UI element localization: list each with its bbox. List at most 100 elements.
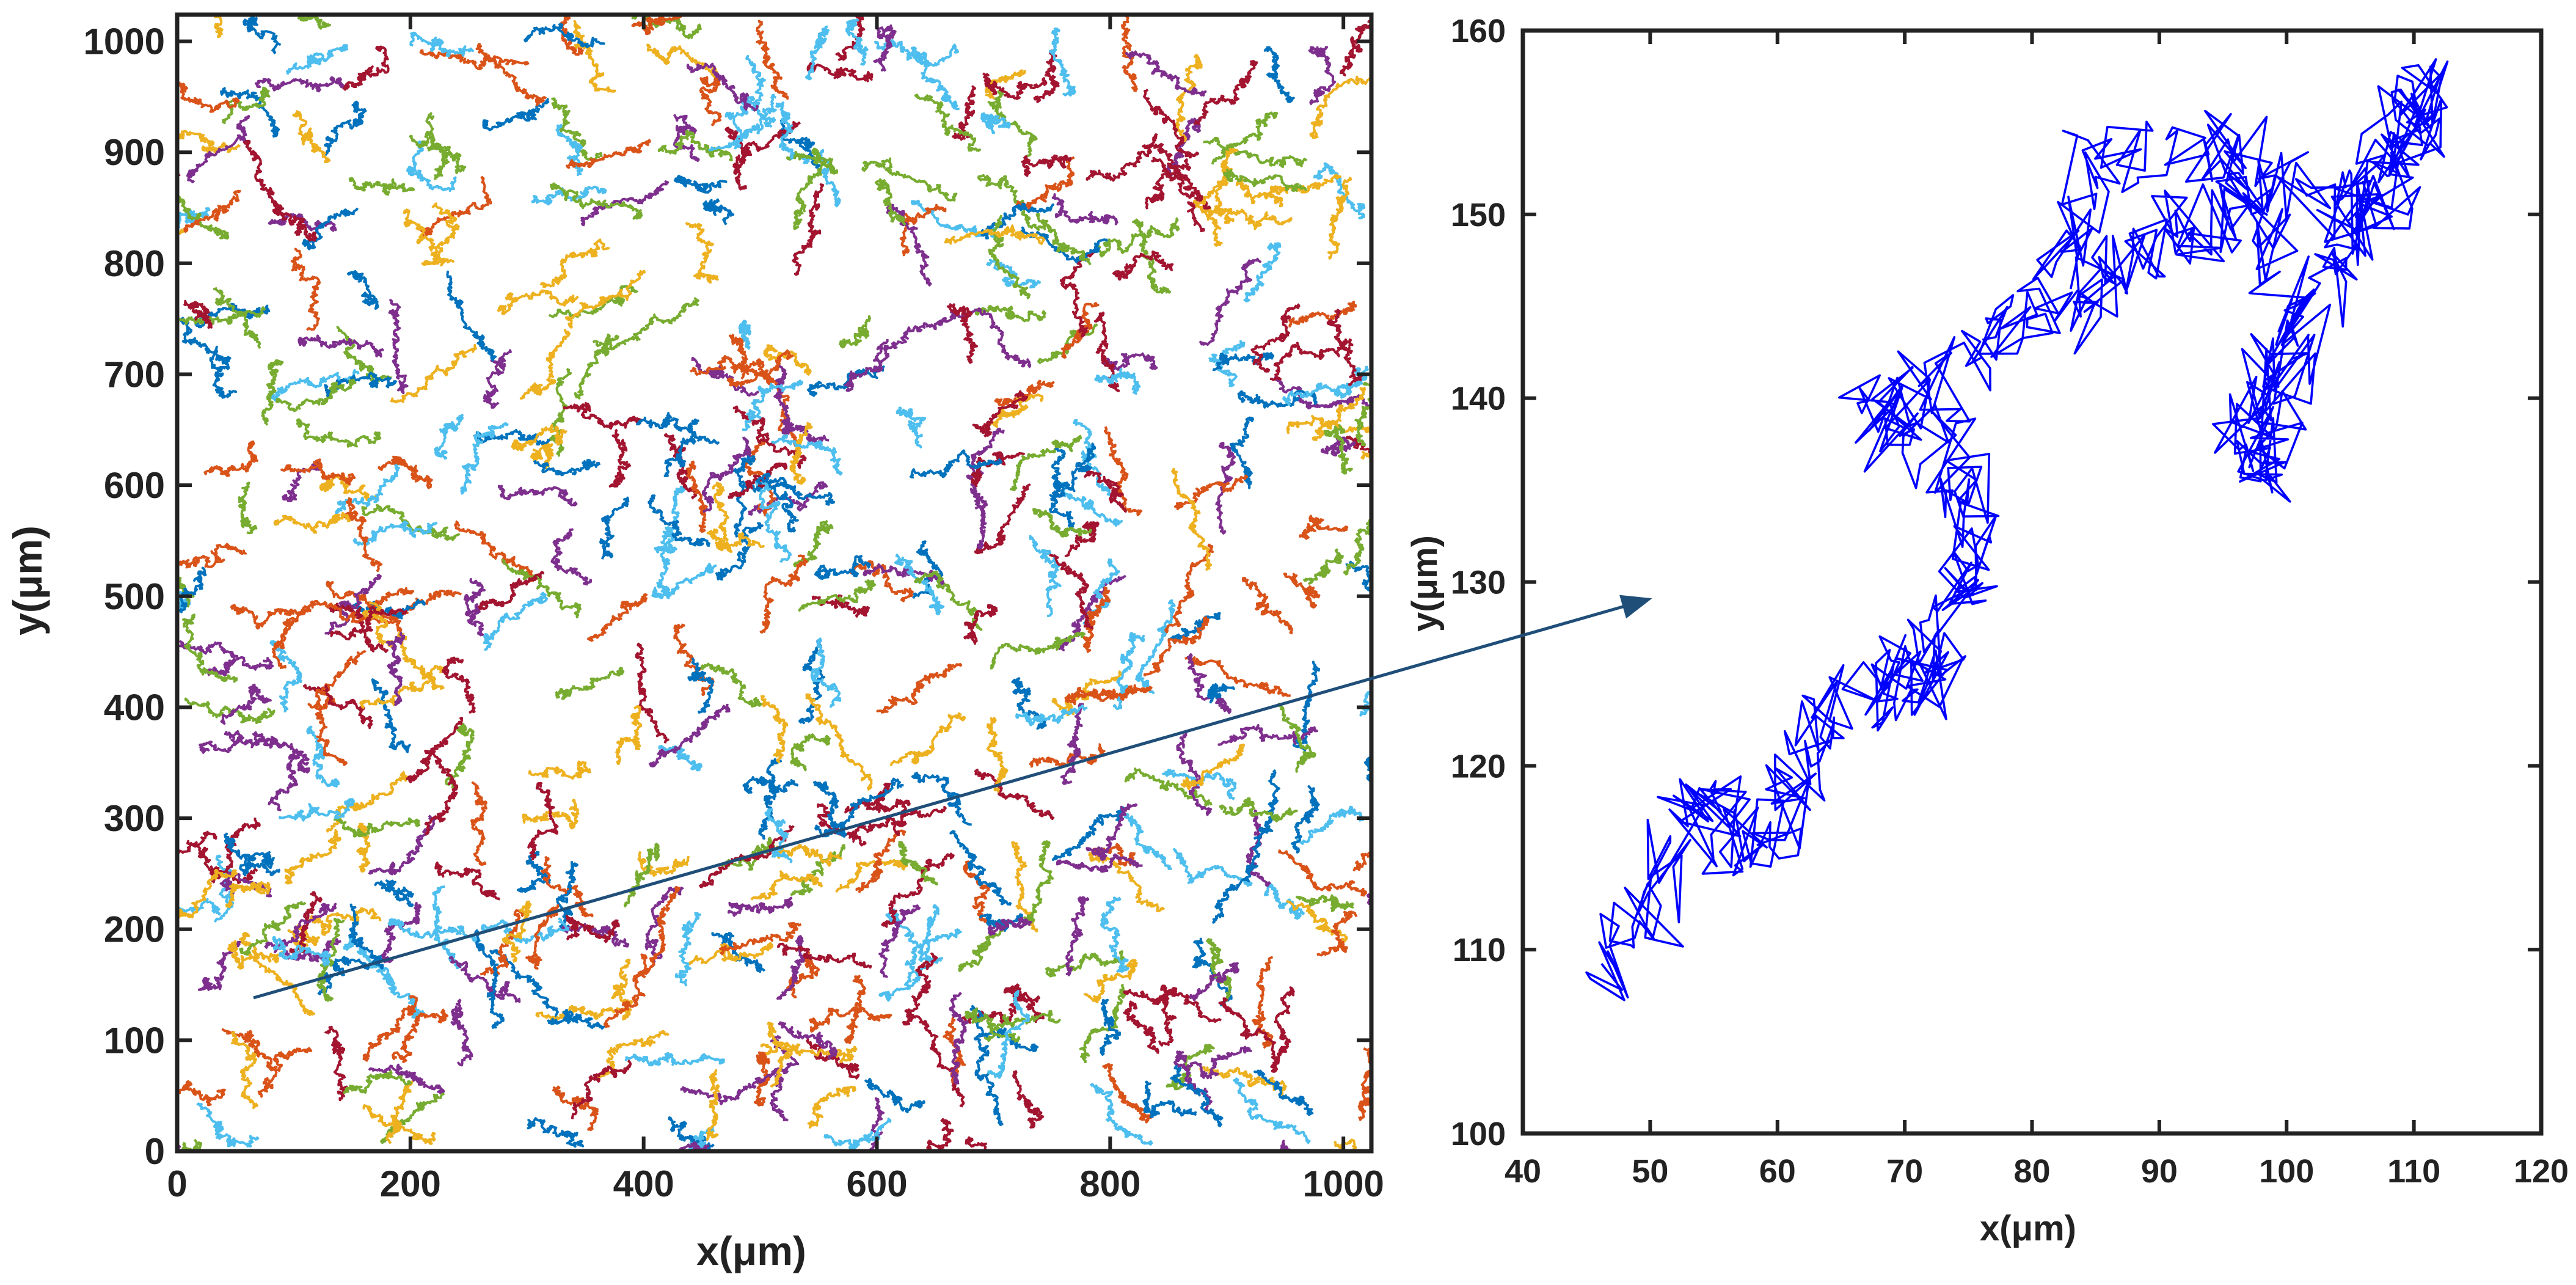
y-tick-label: 700	[104, 354, 165, 395]
trajectory-trace	[1277, 702, 1316, 774]
trajectory-trace	[483, 349, 512, 409]
trajectory-trace	[1083, 959, 1138, 1003]
trajectory-trace	[1313, 162, 1366, 220]
trajectory-trace	[419, 49, 530, 71]
trajectory-trace	[225, 881, 271, 908]
trajectory-trace	[1303, 548, 1344, 585]
trajectory-trace	[183, 299, 213, 329]
trajectory-trace	[326, 771, 409, 833]
trajectory-trace	[1023, 840, 1054, 924]
trajectory-trace	[1123, 812, 1172, 870]
trajectory-trace	[894, 554, 945, 615]
trajectory-trace	[844, 339, 889, 392]
x-tick-label: 0	[167, 1163, 187, 1204]
trajectory-trace	[1274, 376, 1370, 410]
trajectory-trace	[848, 815, 907, 843]
trajectory-trace	[1015, 156, 1075, 211]
trajectory-trace	[759, 554, 808, 634]
trajectory-trace	[531, 185, 607, 206]
trajectory-trace	[1067, 687, 1137, 700]
trajectory-trace	[564, 269, 646, 329]
trajectory-trace	[268, 749, 300, 812]
trajectory-trace	[271, 600, 317, 670]
trajectory-trace	[475, 43, 547, 106]
trajectory-trace	[599, 496, 630, 560]
trajectory-trace	[1060, 301, 1100, 359]
trajectory-trace	[974, 768, 1055, 820]
trajectory-trace	[362, 1104, 436, 1145]
trajectory-trace	[502, 900, 532, 963]
trajectory-trace	[695, 662, 762, 708]
trajectory-trace	[220, 683, 272, 725]
y-tick-label: 0	[145, 1131, 165, 1172]
trajectory-trace	[623, 843, 660, 908]
trajectory-trace	[1035, 213, 1092, 266]
trajectory-trace	[176, 543, 247, 569]
trajectory-trace	[587, 593, 648, 642]
trajectory-trace	[1112, 632, 1145, 711]
x-tick-label: 800	[1079, 1163, 1140, 1204]
trajectory-trace	[324, 100, 367, 156]
trajectory-trace	[806, 62, 874, 82]
trajectory-trace	[343, 1069, 412, 1094]
trajectory-trace	[1011, 841, 1038, 933]
trajectory-trace	[230, 604, 312, 630]
trajectory-trace	[861, 157, 958, 202]
trajectory-trace	[306, 725, 340, 788]
trajectory-trace	[1211, 111, 1279, 165]
trajectory-trace	[176, 130, 241, 155]
trajectory-trace	[317, 956, 375, 995]
trajectory-trace	[1250, 303, 1301, 373]
trajectory-trace	[775, 101, 795, 161]
trajectory-trace	[176, 898, 221, 926]
trajectory-trace	[1051, 805, 1125, 861]
trajectory-trace	[180, 317, 232, 370]
trajectory-trace	[1189, 962, 1240, 1001]
trajectory-trace	[1312, 387, 1366, 441]
trajectory-trace	[1343, 496, 1373, 576]
trajectory-trace	[424, 112, 450, 180]
y-tick-label: 100	[104, 1020, 165, 1061]
trajectory-trace	[1102, 1063, 1153, 1124]
trajectory-trace	[919, 1118, 954, 1152]
x-tick-label: 40	[1505, 1153, 1541, 1190]
trajectory-trace	[980, 112, 1011, 134]
trajectory-trace	[524, 23, 605, 48]
trajectory-trace	[987, 990, 1031, 1079]
trajectory-trace	[1269, 338, 1354, 381]
trajectory-trace	[1242, 576, 1293, 635]
right-x-ticks: 40 50 60 70 80 90 100 110 120	[1505, 31, 2569, 1190]
trajectory-trace	[972, 390, 1029, 437]
trajectory-trace	[1151, 156, 1205, 233]
trajectory-trace	[910, 46, 960, 111]
trajectory-trace	[687, 657, 715, 714]
trajectory-trace	[1055, 574, 1126, 651]
trajectory-trace	[239, 901, 307, 956]
trajectory-trace	[896, 406, 926, 448]
trajectory-trace	[750, 870, 823, 901]
right-chart: 40 50 60 70 80 90 100 110 120 100 110 120 130 140 150…	[1405, 13, 2569, 1248]
trajectory-trace	[864, 1077, 925, 1113]
zoom-arrow	[253, 595, 1652, 1000]
trajectory-trace	[1323, 423, 1353, 475]
trajectory-trace	[356, 822, 371, 873]
trajectory-trace	[550, 528, 593, 586]
trajectory-trace	[611, 958, 633, 1021]
trajectory-trace	[702, 198, 735, 225]
trajectory-trace	[551, 97, 603, 162]
trajectory-trace	[302, 207, 359, 251]
trajectory-trace	[239, 932, 315, 1016]
trajectory-trace	[1229, 416, 1255, 489]
trajectory-trace	[273, 511, 351, 534]
trajectory-trace	[965, 1007, 1021, 1043]
trajectory-trace	[732, 452, 756, 543]
trajectory-trace	[879, 310, 957, 364]
trajectory-trace	[368, 815, 437, 876]
trajectory-trace	[982, 72, 1048, 100]
trajectory-trace	[555, 861, 578, 930]
trajectory-trace	[555, 667, 625, 700]
y-tick-label: 200	[104, 909, 165, 950]
trajectory-trace	[197, 940, 241, 991]
trajectory-trace	[805, 693, 873, 791]
trajectory-trace	[592, 297, 699, 353]
